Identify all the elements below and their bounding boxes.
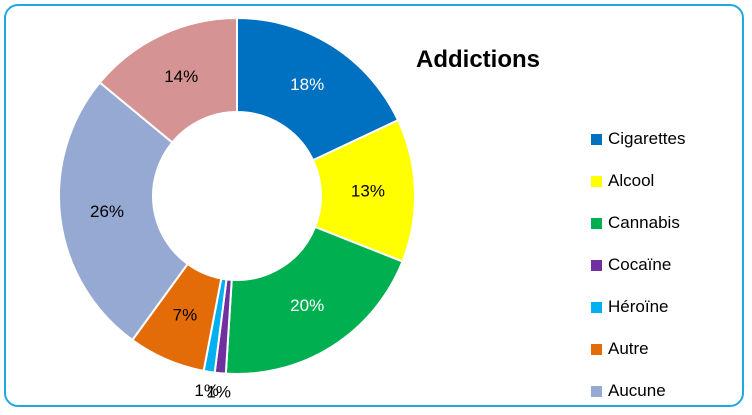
- data-label: 13%: [351, 181, 385, 200]
- legend-label: Héroïne: [608, 297, 669, 316]
- slice-cannabis: [224, 225, 404, 375]
- slice-alcool: [311, 118, 416, 263]
- legend-label: Aucune: [608, 381, 666, 400]
- data-label: 1%: [194, 381, 219, 400]
- legend-swatch: [591, 217, 602, 229]
- legend-swatch: [591, 259, 602, 271]
- legend-swatch: [591, 385, 602, 397]
- data-label: 26%: [90, 202, 124, 221]
- legend-swatch: [591, 301, 602, 313]
- data-label: 18%: [290, 75, 324, 94]
- chart-title: Addictions: [416, 46, 540, 73]
- data-label: 14%: [164, 67, 198, 86]
- legend-label: Cannabis: [608, 213, 680, 232]
- legend-item: Cannabis: [591, 202, 685, 244]
- chart-legend: Cigarettes Alcool Cannabis Cocaïne Héroïne Au…: [591, 118, 685, 405]
- slice-cigarettes: [236, 16, 400, 162]
- legend-label: Cigarettes: [608, 129, 686, 148]
- legend-label: Cocaïne: [608, 255, 672, 274]
- legend-item: Aucune: [591, 370, 685, 405]
- legend-label: Alcool: [608, 171, 655, 190]
- legend-item: Héroïne: [591, 286, 685, 328]
- legend-item: Alcool: [591, 160, 685, 202]
- donut-chart: 18% 13% 20% 1%1% 7% 26% 14%: [58, 16, 416, 402]
- legend-swatch: [591, 343, 602, 355]
- data-label: 20%: [290, 296, 324, 315]
- legend-item: Cocaïne: [591, 244, 685, 286]
- legend-item: Cigarettes: [591, 118, 685, 160]
- data-label: 7%: [173, 306, 198, 325]
- legend-label: Autre: [608, 339, 649, 358]
- slice-unlabeled: [98, 16, 238, 144]
- legend-swatch: [591, 133, 602, 145]
- chart-frame: 18% 13% 20% 1% 1% 7% 26% 14% Addictions Cigaret…: [4, 4, 744, 407]
- data-label: 1%: [206, 383, 231, 402]
- slice-aucune: [58, 81, 190, 342]
- legend-item: Autre: [591, 328, 685, 370]
- legend-swatch: [591, 175, 602, 187]
